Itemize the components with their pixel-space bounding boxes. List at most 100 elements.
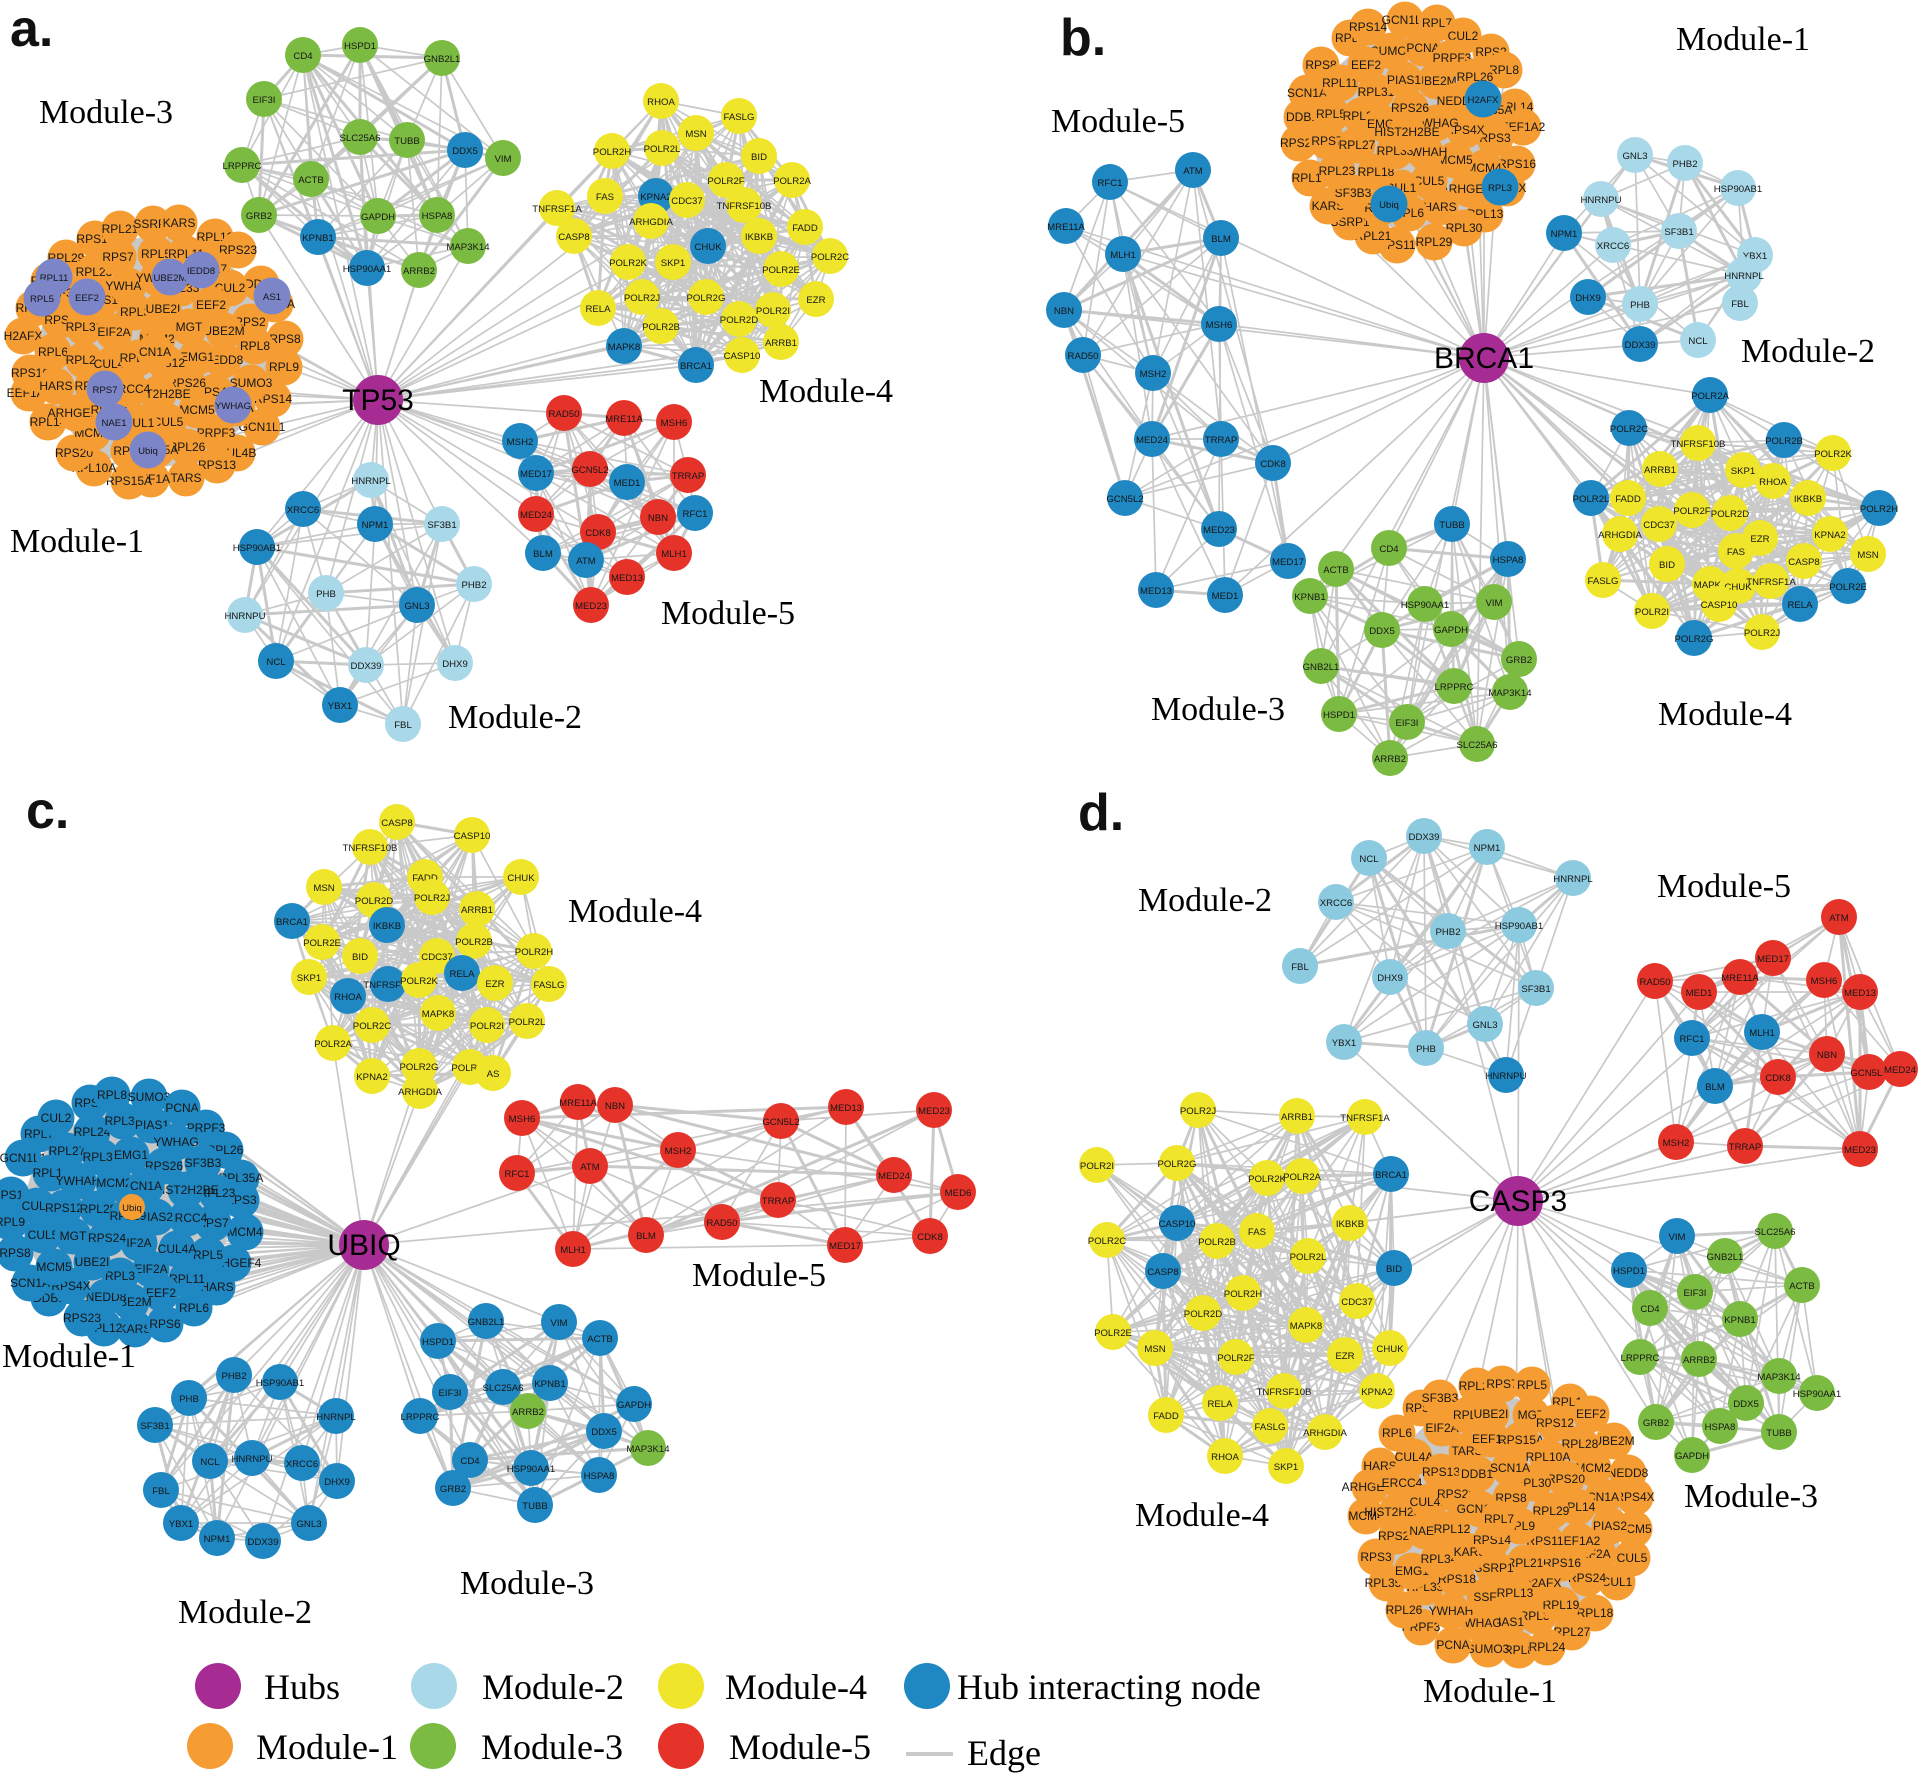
svg-text:TRRAP: TRRAP xyxy=(762,1196,795,1207)
svg-text:UBIQ: UBIQ xyxy=(327,1229,400,1262)
svg-text:RPL23: RPL23 xyxy=(1319,164,1356,178)
svg-text:MED1: MED1 xyxy=(614,478,641,489)
svg-text:MAP3K14: MAP3K14 xyxy=(1488,688,1532,699)
svg-text:RPS6: RPS6 xyxy=(149,1317,181,1331)
svg-text:TUBB: TUBB xyxy=(1766,1428,1792,1439)
svg-text:FASLG: FASLG xyxy=(534,980,565,991)
svg-text:XRCC6: XRCC6 xyxy=(1320,898,1353,909)
svg-text:RPS3: RPS3 xyxy=(1360,1550,1392,1564)
svg-text:PIAS1: PIAS1 xyxy=(135,1118,169,1132)
svg-text:a.: a. xyxy=(10,0,53,58)
svg-text:ERCC4: ERCC4 xyxy=(1382,1476,1423,1490)
svg-text:RPL3: RPL3 xyxy=(120,305,150,319)
svg-text:RPS7: RPS7 xyxy=(1311,134,1343,148)
svg-text:FASLG: FASLG xyxy=(1588,576,1619,587)
svg-text:MSH2: MSH2 xyxy=(665,1146,692,1157)
svg-text:MGT: MGT xyxy=(60,1229,87,1243)
svg-text:EIF2A: EIF2A xyxy=(97,325,130,339)
svg-text:Hub interacting node: Hub interacting node xyxy=(957,1667,1261,1707)
svg-text:TNFRSF10B: TNFRSF10B xyxy=(717,201,772,212)
svg-text:EIF2A: EIF2A xyxy=(134,1262,167,1276)
svg-text:KARS: KARS xyxy=(1312,199,1345,213)
svg-text:MLH1: MLH1 xyxy=(1110,250,1136,261)
svg-text:MED24: MED24 xyxy=(520,510,553,521)
svg-text:GAPDH: GAPDH xyxy=(361,212,395,223)
svg-text:RPS26: RPS26 xyxy=(168,376,206,390)
svg-text:RPL11: RPL11 xyxy=(169,1272,205,1286)
svg-text:FBL: FBL xyxy=(152,1486,170,1497)
svg-text:RPL12: RPL12 xyxy=(1434,1522,1471,1536)
svg-text:EMG1: EMG1 xyxy=(1395,1564,1429,1578)
svg-text:GNL3: GNL3 xyxy=(1622,151,1647,162)
svg-text:EIF3I: EIF3I xyxy=(253,95,276,106)
svg-text:DDX5: DDX5 xyxy=(1369,626,1395,637)
svg-text:DDB1: DDB1 xyxy=(1286,110,1318,124)
svg-text:UBE2I: UBE2I xyxy=(146,302,181,316)
svg-text:Module-3: Module-3 xyxy=(481,1727,623,1767)
svg-text:PHB: PHB xyxy=(1416,1044,1436,1055)
svg-text:POLR2F: POLR2F xyxy=(451,1063,488,1074)
svg-text:SCN1A: SCN1A xyxy=(10,1276,50,1290)
svg-text:POLR2H: POLR2H xyxy=(1224,1289,1262,1300)
svg-text:CASP8: CASP8 xyxy=(558,232,589,243)
svg-text:GNL3: GNL3 xyxy=(296,1519,321,1530)
svg-text:RAD50: RAD50 xyxy=(1068,351,1099,362)
svg-text:POLR2K: POLR2K xyxy=(400,976,438,987)
svg-text:RPL34: RPL34 xyxy=(1421,1552,1458,1566)
svg-text:RPS26: RPS26 xyxy=(145,1159,183,1173)
svg-text:DDX5: DDX5 xyxy=(1733,1399,1759,1410)
svg-text:SLC25A6: SLC25A6 xyxy=(339,133,380,144)
svg-text:HNRNPU: HNRNPU xyxy=(231,1454,272,1465)
svg-text:FADD: FADD xyxy=(1153,1411,1179,1422)
svg-text:KARS: KARS xyxy=(163,216,196,230)
svg-text:YBX1: YBX1 xyxy=(1332,1038,1357,1049)
svg-text:SKP1: SKP1 xyxy=(1731,466,1756,477)
svg-text:MAP3K14: MAP3K14 xyxy=(626,1444,670,1455)
svg-text:AS1: AS1 xyxy=(263,292,281,303)
svg-text:Module-1: Module-1 xyxy=(1676,21,1810,58)
svg-text:PHB: PHB xyxy=(1630,300,1650,311)
svg-text:RPS8: RPS8 xyxy=(0,1246,31,1260)
svg-text:RPL29: RPL29 xyxy=(1416,235,1453,249)
svg-text:KPNB1: KPNB1 xyxy=(1294,592,1325,603)
svg-text:RPL30: RPL30 xyxy=(1446,221,1483,235)
svg-text:GCN1L1: GCN1L1 xyxy=(1382,13,1429,27)
svg-text:VIM: VIM xyxy=(1668,1232,1685,1243)
svg-text:PCNA: PCNA xyxy=(165,1101,198,1115)
svg-text:GNB2L1: GNB2L1 xyxy=(1303,662,1340,673)
svg-text:BID: BID xyxy=(1386,1264,1402,1275)
svg-text:RPL27: RPL27 xyxy=(1554,1625,1591,1639)
svg-text:RFC1: RFC1 xyxy=(1679,1034,1704,1045)
svg-text:MED13: MED13 xyxy=(830,1103,862,1114)
svg-text:Module-2: Module-2 xyxy=(482,1667,624,1707)
svg-text:DHX9: DHX9 xyxy=(1575,293,1601,304)
svg-text:KPNA2: KPNA2 xyxy=(1361,1387,1392,1398)
svg-text:RPS24: RPS24 xyxy=(1568,1571,1606,1585)
svg-text:DDX39: DDX39 xyxy=(1409,832,1440,843)
svg-text:ATM: ATM xyxy=(1829,913,1849,924)
svg-text:EZR: EZR xyxy=(1750,534,1769,545)
svg-text:PHB2: PHB2 xyxy=(1672,159,1697,170)
svg-text:GNL3: GNL3 xyxy=(404,601,429,612)
svg-text:MCM5: MCM5 xyxy=(36,1260,72,1274)
svg-text:NBN: NBN xyxy=(1817,1050,1837,1061)
svg-text:NBN: NBN xyxy=(1054,306,1074,317)
svg-text:NAE1: NAE1 xyxy=(1409,1524,1441,1538)
svg-text:RPS7: RPS7 xyxy=(102,250,134,264)
svg-text:EEF2: EEF2 xyxy=(1351,58,1381,72)
svg-text:BID: BID xyxy=(352,952,368,963)
svg-text:POLR2I: POLR2I xyxy=(1635,607,1669,618)
svg-text:CASP8: CASP8 xyxy=(1788,557,1819,568)
svg-text:RPL10A: RPL10A xyxy=(1526,1450,1571,1464)
svg-text:RPS4X: RPS4X xyxy=(1615,1490,1654,1504)
svg-text:POLR2D: POLR2D xyxy=(1184,1309,1222,1320)
svg-text:BLM: BLM xyxy=(1705,1082,1725,1093)
svg-text:GCN5L2: GCN5L2 xyxy=(1106,494,1143,505)
svg-text:BRCA1: BRCA1 xyxy=(1434,342,1534,375)
svg-text:MED24: MED24 xyxy=(1136,435,1169,446)
svg-text:TNFRSF10B: TNFRSF10B xyxy=(343,843,398,854)
svg-text:ACTB: ACTB xyxy=(587,1334,613,1345)
svg-text:POLR2F: POLR2F xyxy=(1673,506,1710,517)
svg-text:RPS8: RPS8 xyxy=(269,332,301,346)
svg-text:SUMO3: SUMO3 xyxy=(230,376,273,390)
